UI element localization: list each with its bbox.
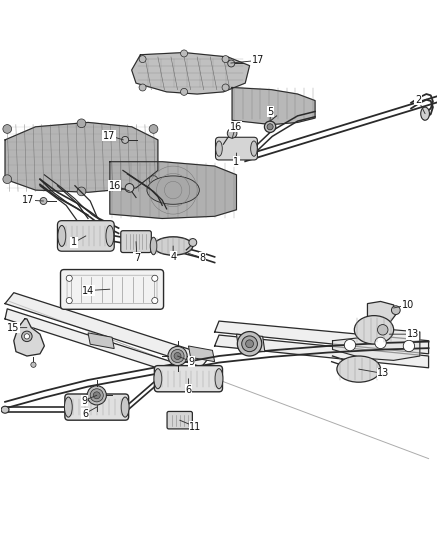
Text: 7: 7 [134,241,140,263]
Polygon shape [14,319,44,356]
Circle shape [125,183,134,192]
Polygon shape [332,330,420,360]
Text: 1: 1 [233,153,240,167]
Ellipse shape [154,369,162,389]
Ellipse shape [354,316,394,344]
Polygon shape [215,335,428,368]
Circle shape [265,121,276,133]
FancyBboxPatch shape [121,231,151,253]
Text: 14: 14 [82,286,110,295]
Circle shape [242,336,258,352]
Circle shape [378,325,388,335]
Polygon shape [367,302,396,324]
Circle shape [375,337,386,349]
Polygon shape [5,293,210,367]
Circle shape [180,50,187,57]
Text: 13: 13 [359,368,389,378]
Text: 16: 16 [230,122,242,139]
Polygon shape [232,87,315,125]
Text: 4: 4 [170,246,176,262]
Circle shape [40,198,47,205]
Circle shape [189,239,197,246]
Ellipse shape [153,237,193,255]
FancyBboxPatch shape [60,270,163,309]
FancyBboxPatch shape [154,366,223,392]
Circle shape [139,55,146,62]
Text: 8: 8 [188,253,205,263]
Text: 2: 2 [415,95,425,114]
Circle shape [87,386,106,405]
Circle shape [180,88,187,95]
Circle shape [77,119,86,128]
Circle shape [21,331,32,342]
Text: 17: 17 [103,131,124,141]
Circle shape [174,352,181,359]
Circle shape [24,334,29,339]
Text: 6: 6 [82,407,97,418]
Text: 11: 11 [180,420,201,432]
FancyBboxPatch shape [215,138,258,160]
FancyBboxPatch shape [57,221,114,251]
Ellipse shape [150,237,157,255]
Circle shape [149,176,158,184]
Ellipse shape [215,369,223,389]
Ellipse shape [58,225,66,246]
Ellipse shape [216,141,222,156]
Circle shape [152,275,158,281]
Text: 17: 17 [231,55,264,66]
Circle shape [222,84,229,91]
Circle shape [168,346,187,366]
Circle shape [66,297,72,304]
Circle shape [93,392,100,399]
Circle shape [3,175,12,183]
Circle shape [77,187,86,196]
Text: 9: 9 [177,356,194,367]
Text: 6: 6 [185,379,191,394]
Circle shape [228,60,235,67]
Text: 1: 1 [71,236,86,247]
Ellipse shape [106,225,114,246]
FancyBboxPatch shape [65,394,129,420]
Circle shape [31,362,36,367]
Text: 15: 15 [7,322,27,333]
Polygon shape [188,346,215,362]
Circle shape [403,340,415,352]
Text: 13: 13 [389,329,419,339]
Ellipse shape [147,176,199,204]
Circle shape [237,332,262,356]
FancyBboxPatch shape [167,411,192,429]
Circle shape [152,297,158,304]
Circle shape [222,55,229,62]
Polygon shape [5,123,158,192]
Text: 16: 16 [109,181,130,191]
Text: 17: 17 [22,195,43,205]
Circle shape [392,306,400,314]
Polygon shape [88,333,114,349]
Ellipse shape [64,397,72,417]
Circle shape [66,275,72,281]
Ellipse shape [1,406,9,413]
Ellipse shape [337,356,381,382]
Circle shape [344,340,356,351]
Circle shape [171,350,184,362]
Circle shape [122,136,129,143]
Polygon shape [132,53,250,94]
Circle shape [3,125,12,133]
Circle shape [149,125,158,133]
Ellipse shape [121,397,129,417]
Ellipse shape [421,107,429,120]
Text: 10: 10 [394,300,414,310]
Ellipse shape [251,141,257,156]
Polygon shape [110,161,237,219]
Circle shape [139,84,146,91]
Circle shape [90,389,103,402]
Polygon shape [5,309,204,382]
Text: 5: 5 [267,107,274,121]
Circle shape [246,340,254,348]
Circle shape [227,128,237,138]
Text: 9: 9 [81,395,97,406]
Circle shape [267,124,273,130]
Polygon shape [237,334,265,352]
Polygon shape [215,321,428,354]
